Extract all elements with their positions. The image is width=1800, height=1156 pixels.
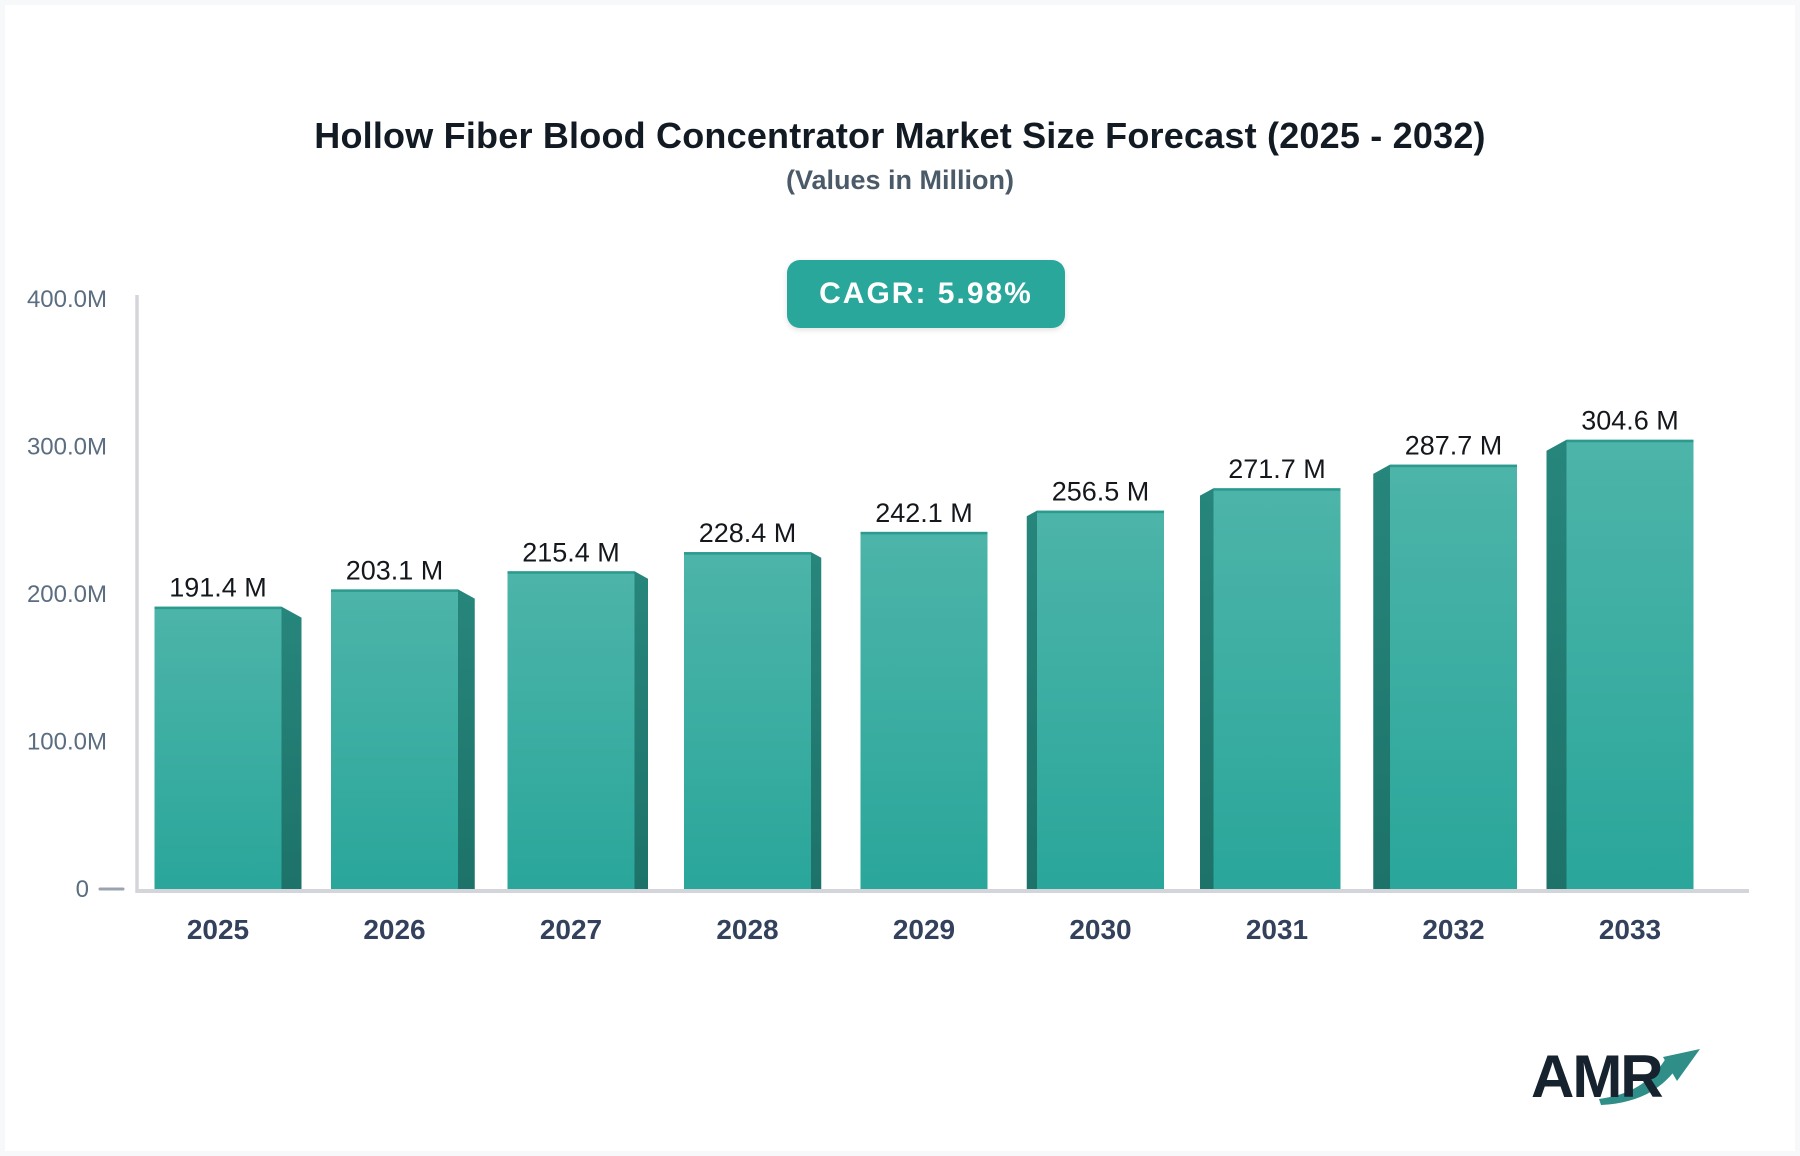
bar-value-label: 203.1 M — [346, 555, 444, 585]
x-axis-label: 2030 — [1069, 914, 1131, 945]
y-axis-tick-label: 300.0M — [27, 434, 107, 461]
y-axis-tick-label: 0 — [76, 876, 89, 903]
bar-side — [1200, 488, 1214, 889]
bar-face — [331, 589, 458, 889]
x-axis-label: 2026 — [363, 914, 425, 945]
bar-value-label: 256.5 M — [1052, 477, 1150, 507]
bar-value-label: 287.7 M — [1405, 431, 1503, 461]
bar-value-label: 271.7 M — [1228, 454, 1326, 484]
bar-group-2027: 215.4 M 2027 — [507, 537, 648, 945]
bar-face — [1037, 510, 1164, 889]
bar-group-2028: 228.4 M 2028 — [684, 518, 822, 945]
bar-side — [1026, 510, 1037, 889]
bar-face — [1213, 488, 1341, 889]
bar-value-label: 242.1 M — [875, 498, 973, 528]
bar-side — [634, 571, 648, 889]
x-axis-label: 2031 — [1246, 914, 1308, 945]
bar-side — [1373, 464, 1390, 889]
chart-title: Hollow Fiber Blood Concentrator Market S… — [314, 115, 1486, 156]
x-axis-label: 2025 — [187, 914, 249, 945]
x-axis-label: 2033 — [1599, 914, 1661, 945]
amr-logo: AMR — [1503, 1023, 1733, 1123]
bar-group-2033: 304.6 M 2033 — [1546, 406, 1694, 945]
bar-value-label: 228.4 M — [699, 518, 797, 548]
logo-text: AMR — [1531, 1043, 1663, 1110]
y-axis-tick-label: 100.0M — [27, 729, 107, 756]
cagr-badge: CAGR: 5.98% — [787, 260, 1065, 328]
bar-value-label: 191.4 M — [169, 573, 267, 603]
chart-card: Hollow Fiber Blood Concentrator Market S… — [5, 5, 1795, 1151]
logo-swoosh — [1599, 1058, 1679, 1105]
bar-side — [1546, 439, 1567, 889]
x-axis-label: 2028 — [716, 914, 778, 945]
cagr-badge-label: CAGR: 5.98% — [819, 277, 1033, 310]
chart-subtitle: (Values in Million) — [785, 165, 1015, 195]
logo-arrowhead-icon — [1663, 1049, 1700, 1081]
bar-face — [1566, 439, 1694, 889]
bar-value-label: 304.6 M — [1581, 406, 1679, 436]
bar-chart: 0 100.0M 200.0M 300.0M 400.0M 191.4 M 2025 203.… — [27, 286, 1749, 945]
bar-side — [458, 589, 475, 889]
bar-group-2032: 287.7 M 2032 — [1373, 431, 1517, 945]
bar-group-2031: 271.7 M 2031 — [1200, 454, 1341, 945]
bar-group-2029: 242.1 M 2029 — [860, 498, 988, 945]
bar-group-2026: 203.1 M 2026 — [331, 555, 475, 945]
bar-side — [811, 552, 822, 889]
bar-group-2025: 191.4 M 2025 — [154, 573, 302, 945]
bar-side — [281, 606, 302, 889]
x-axis-label: 2032 — [1422, 914, 1484, 945]
bar-value-label: 215.4 M — [522, 537, 620, 567]
bar-face — [1390, 464, 1517, 889]
bar-group-2030: 256.5 M 2030 — [1026, 477, 1164, 945]
bar-face — [684, 552, 811, 889]
bar-face — [507, 571, 635, 889]
y-axis-tick-label: 400.0M — [27, 286, 107, 313]
x-axis-label: 2029 — [893, 914, 955, 945]
x-axis-label: 2027 — [540, 914, 602, 945]
y-axis-tick-label: 200.0M — [27, 581, 107, 608]
bar-face — [860, 531, 988, 889]
bar-face — [154, 606, 282, 889]
